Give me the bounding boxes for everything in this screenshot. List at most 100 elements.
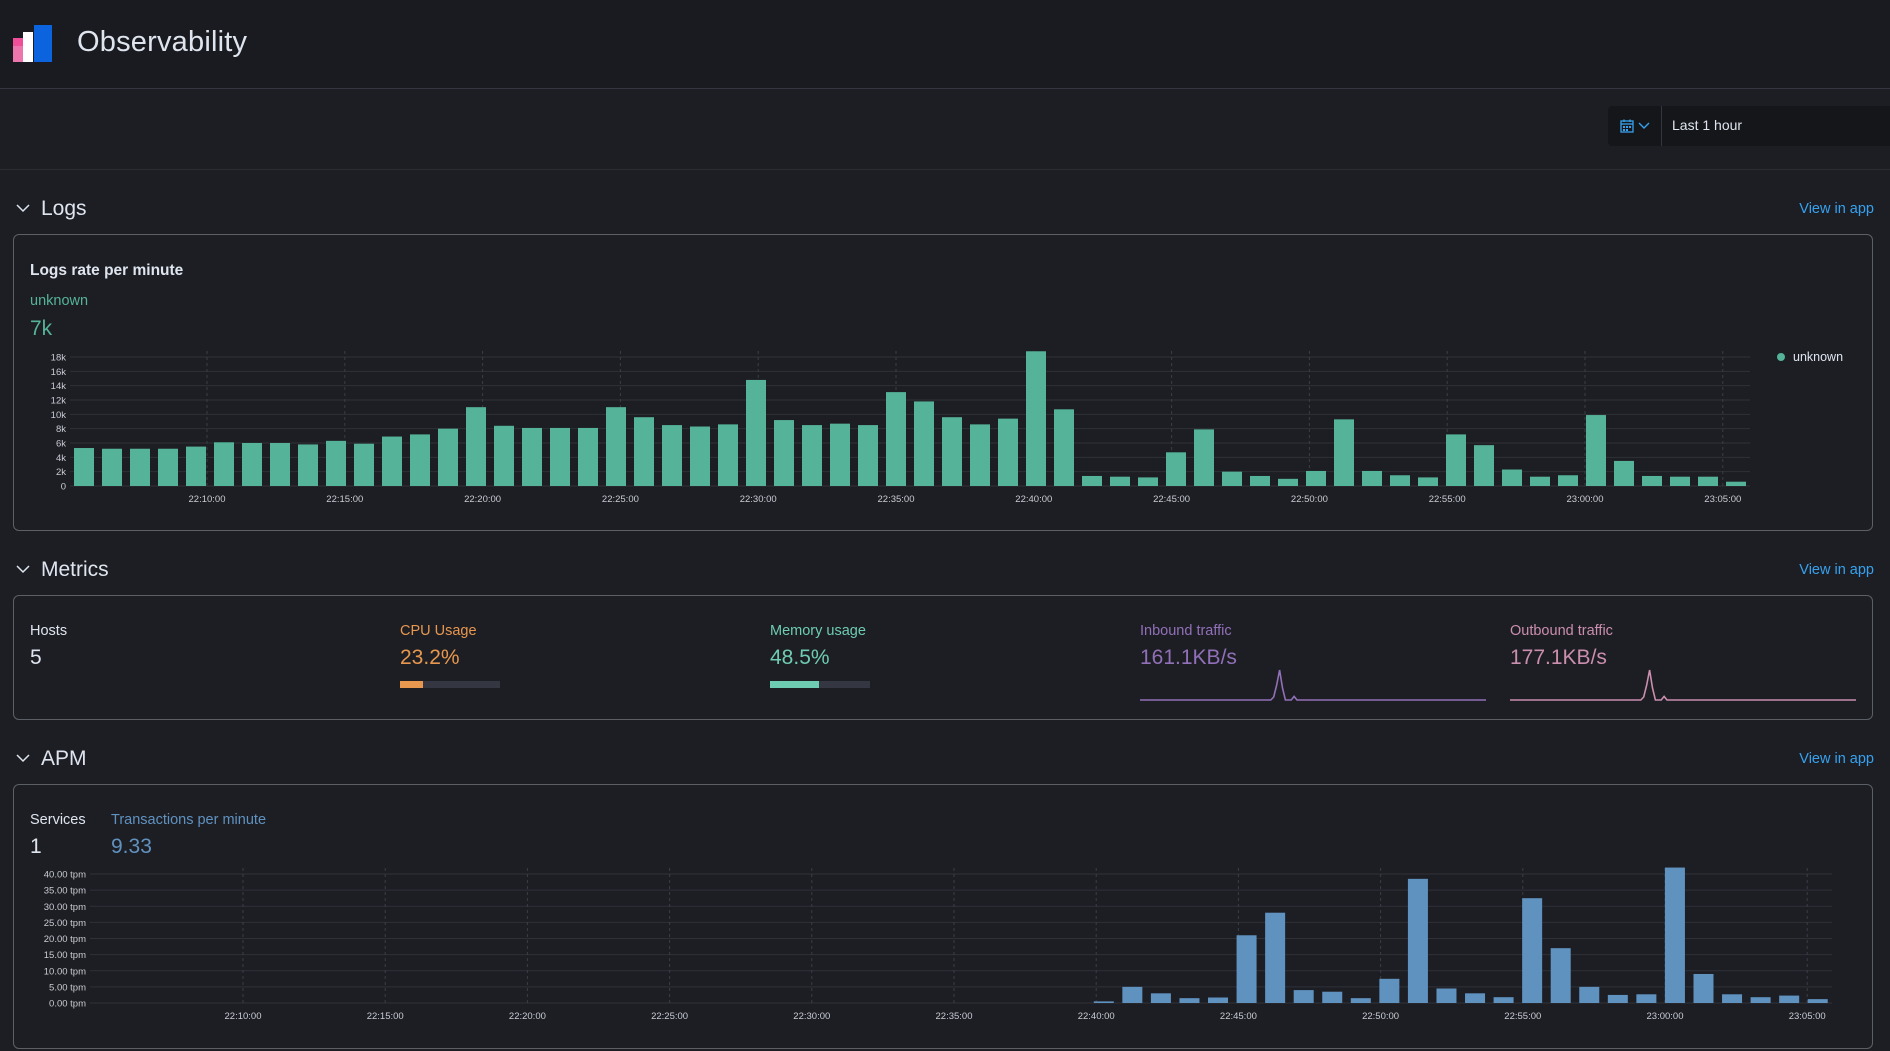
- time-range-display[interactable]: Last 1 hour: [1672, 117, 1743, 133]
- collapse-chevron-icon[interactable]: [16, 203, 30, 213]
- bar: [1586, 415, 1606, 486]
- y-tick-label: 10.00 tpm: [44, 966, 86, 977]
- logs-legend[interactable]: unknown: [1777, 350, 1843, 364]
- bar: [1750, 997, 1771, 1003]
- cpu-usage-progress: [400, 681, 500, 688]
- x-tick-label: 22:50:00: [1291, 494, 1328, 505]
- bar: [1208, 997, 1229, 1003]
- x-tick-label: 22:25:00: [602, 494, 639, 505]
- bar: [242, 443, 262, 486]
- x-tick-label: 22:20:00: [509, 1011, 546, 1022]
- y-tick-label: 14k: [51, 381, 67, 392]
- bar: [1293, 990, 1314, 1003]
- y-tick-label: 16k: [51, 367, 67, 378]
- tpm-value: 9.33: [111, 835, 152, 858]
- metrics-section-title[interactable]: Metrics: [41, 558, 109, 581]
- y-tick-label: 30.00 tpm: [44, 902, 86, 913]
- bar: [1465, 993, 1486, 1003]
- bar: [746, 379, 766, 486]
- bar: [354, 443, 374, 486]
- bar: [1110, 476, 1130, 486]
- x-tick-label: 22:45:00: [1220, 1011, 1257, 1022]
- collapse-chevron-icon[interactable]: [16, 564, 30, 574]
- bar: [158, 448, 178, 486]
- x-tick-label: 23:00:00: [1647, 1011, 1684, 1022]
- bar: [1362, 470, 1382, 486]
- bar: [1418, 477, 1438, 486]
- app-header: Observability: [0, 0, 1890, 89]
- y-tick-label: 2k: [56, 467, 66, 478]
- bar: [494, 425, 514, 486]
- bar: [438, 428, 458, 486]
- x-tick-label: 23:00:00: [1567, 494, 1604, 505]
- bar: [1726, 481, 1746, 486]
- y-tick-label: 35.00 tpm: [44, 886, 86, 897]
- logs-view-in-app-link[interactable]: View in app: [1799, 201, 1874, 217]
- x-tick-label: 23:05:00: [1704, 494, 1741, 505]
- hosts-value: 5: [30, 646, 42, 669]
- y-tick-label: 20.00 tpm: [44, 934, 86, 945]
- memory-usage-progress: [770, 681, 870, 688]
- y-tick-label: 6k: [56, 439, 66, 450]
- bar: [1179, 998, 1200, 1003]
- logs-section-title[interactable]: Logs: [41, 197, 87, 220]
- bar: [662, 425, 682, 486]
- app-title: Observability: [77, 26, 248, 58]
- y-tick-label: 0.00 tpm: [49, 999, 86, 1010]
- transactions-per-minute-chart: 0.00 tpm 5.00 tpm 10.00 tpm 15.00 tpm 20.00 …: [44, 867, 1832, 1022]
- bar: [1579, 986, 1600, 1003]
- observability-logo-icon: [13, 25, 52, 62]
- tpm-label: Transactions per minute: [111, 812, 267, 828]
- x-tick-label: 22:25:00: [651, 1011, 688, 1022]
- collapse-chevron-icon[interactable]: [16, 753, 30, 763]
- bar: [1407, 878, 1428, 1003]
- apm-section-title[interactable]: APM: [41, 747, 87, 770]
- logs-panel-title: Logs rate per minute: [30, 262, 184, 279]
- y-tick-label: 5.00 tpm: [49, 982, 86, 993]
- metrics-view-in-app-link[interactable]: View in app: [1799, 562, 1874, 578]
- sparkline-path: [1140, 669, 1486, 701]
- bar: [634, 417, 654, 486]
- bar: [998, 418, 1018, 486]
- bar: [1530, 476, 1550, 486]
- bar: [1150, 993, 1171, 1003]
- bar: [914, 401, 934, 486]
- apm-view-in-app-link[interactable]: View in app: [1799, 751, 1874, 767]
- bar: [1379, 978, 1400, 1003]
- memory-usage-label: Memory usage: [770, 623, 866, 639]
- bar: [942, 417, 962, 486]
- outbound-traffic-label: Outbound traffic: [1510, 623, 1613, 639]
- bar: [1236, 935, 1257, 1003]
- bar: [326, 440, 346, 486]
- calendar-icon: [1619, 119, 1634, 133]
- x-tick-label: 22:40:00: [1015, 494, 1052, 505]
- x-tick-label: 22:10:00: [225, 1011, 262, 1022]
- metrics-section-header: Metrics View in app: [16, 556, 1874, 586]
- bar: [522, 427, 542, 486]
- metrics-panel: Hosts 5 CPU Usage 23.2% Memory usage 48.…: [13, 595, 1873, 720]
- bar: [1082, 475, 1102, 486]
- bar: [550, 427, 570, 486]
- bar: [1334, 419, 1354, 486]
- apm-section-header: APM View in app: [16, 745, 1874, 775]
- bar: [1502, 469, 1522, 486]
- x-tick-label: 22:20:00: [464, 494, 501, 505]
- outbound-traffic-sparkline: [1510, 669, 1856, 701]
- bar: [1493, 997, 1514, 1003]
- inbound-traffic-value: 161.1KB/s: [1140, 646, 1237, 669]
- x-tick-label: 22:35:00: [936, 1011, 973, 1022]
- quick-menu-button[interactable]: [1608, 106, 1662, 146]
- cpu-usage-value: 23.2%: [400, 646, 460, 669]
- bar: [1636, 994, 1657, 1003]
- bar: [1278, 478, 1298, 486]
- bar: [214, 442, 234, 486]
- bar: [1664, 867, 1685, 1003]
- bar: [1390, 475, 1410, 486]
- outbound-traffic-value: 177.1KB/s: [1510, 646, 1607, 669]
- legend-dot-icon: [1777, 353, 1785, 361]
- bar: [1265, 912, 1286, 1003]
- bar: [1474, 445, 1494, 486]
- x-tick-label: 22:10:00: [189, 494, 226, 505]
- x-tick-label: 22:15:00: [326, 494, 363, 505]
- bar: [1446, 434, 1466, 486]
